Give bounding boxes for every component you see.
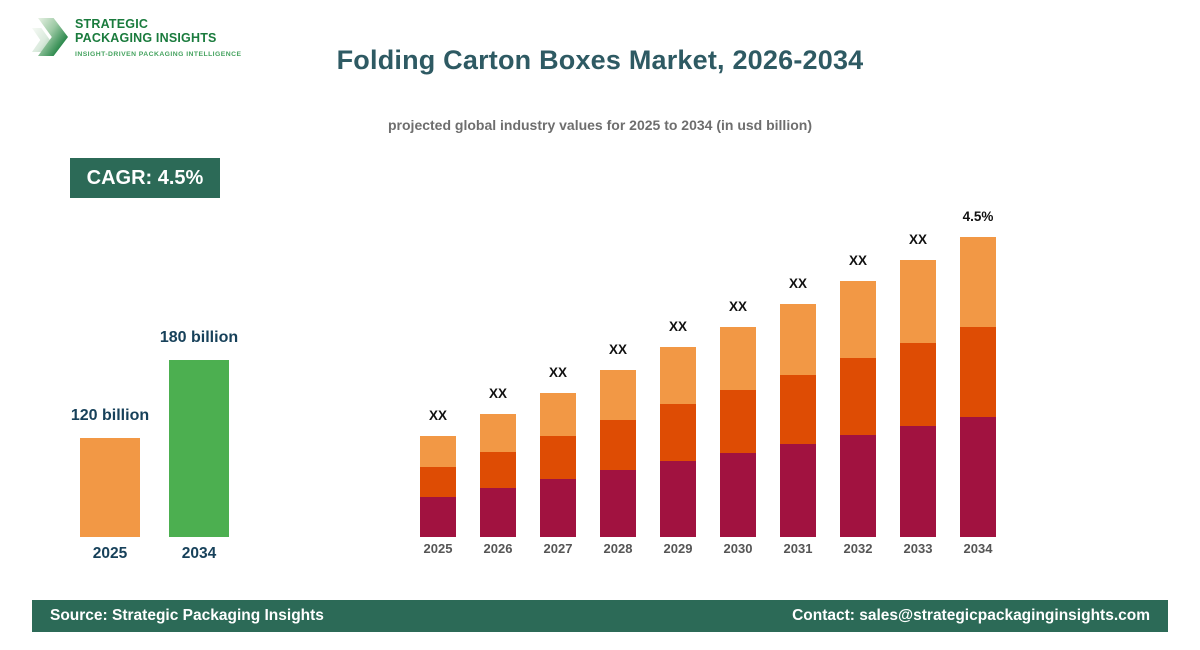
bar-value-label: 4.5%	[962, 209, 994, 224]
bar-value-label: XX	[548, 365, 568, 380]
cagr-badge: CAGR: 4.5%	[70, 158, 220, 198]
bottom-segment	[840, 435, 876, 537]
bottom-segment	[960, 417, 996, 537]
bottom-segment	[480, 488, 516, 537]
summary-value-label: 120 billion	[70, 407, 150, 424]
bottom-segment	[420, 497, 456, 537]
bottom-segment	[540, 479, 576, 537]
top-segment	[840, 281, 876, 358]
stacked-bar-2029	[660, 347, 696, 537]
brand-logo: STRATEGIC PACKAGING INSIGHTS INSIGHT-DRI…	[32, 17, 242, 58]
logo-tagline: INSIGHT-DRIVEN PACKAGING INTELLIGENCE	[75, 51, 242, 58]
stacked-bar-2030	[720, 327, 756, 537]
stacked-bar-2031	[780, 304, 816, 537]
x-axis-label: 2032	[843, 541, 873, 556]
summary-bar-2034	[169, 360, 229, 537]
x-axis-label: 2030	[723, 541, 753, 556]
top-segment	[900, 260, 936, 343]
top-segment	[540, 393, 576, 436]
top-segment	[480, 414, 516, 452]
bar-value-label: XX	[788, 276, 808, 291]
bar-value-label: XX	[848, 253, 868, 268]
stacked-bar-2033	[900, 260, 936, 537]
x-axis-label: 2025	[423, 541, 453, 556]
x-axis-label: 2027	[543, 541, 573, 556]
top-segment	[780, 304, 816, 375]
bar-value-label: XX	[428, 408, 448, 423]
source-text: Source: Strategic Packaging Insights	[50, 607, 324, 624]
top-segment	[660, 347, 696, 404]
summary-axis-label: 2025	[92, 545, 128, 562]
x-axis-label: 2029	[663, 541, 693, 556]
stacked-bar-2027	[540, 393, 576, 537]
middle-segment	[720, 390, 756, 453]
bar-value-label: XX	[608, 342, 628, 357]
bar-value-label: XX	[728, 299, 748, 314]
x-axis-label: 2031	[783, 541, 813, 556]
bar-value-label: XX	[488, 386, 508, 401]
top-segment	[420, 436, 456, 467]
logo-chevron-icon	[32, 18, 68, 56]
page-title: Folding Carton Boxes Market, 2026-2034	[336, 45, 864, 75]
bottom-segment	[900, 426, 936, 537]
top-segment	[600, 370, 636, 420]
summary-axis-label: 2034	[181, 545, 217, 562]
x-axis-label: 2026	[483, 541, 513, 556]
stacked-bar-2034	[960, 237, 996, 537]
middle-segment	[960, 327, 996, 417]
logo-name-line1: STRATEGIC	[75, 17, 149, 31]
middle-segment	[600, 420, 636, 470]
middle-segment	[540, 436, 576, 479]
top-segment	[960, 237, 996, 327]
bottom-segment	[720, 453, 756, 537]
stacked-bar-2026	[480, 414, 516, 537]
stacked-bar-2025	[420, 436, 456, 537]
x-axis-label: 2033	[903, 541, 933, 556]
logo-name-line2: PACKAGING INSIGHTS	[75, 30, 217, 45]
bottom-segment	[780, 444, 816, 537]
logo-text: STRATEGIC PACKAGING INSIGHTS INSIGHT-DRI…	[75, 17, 242, 58]
summary-bar-2025	[80, 438, 140, 537]
middle-segment	[660, 404, 696, 461]
stacked-bar-2028	[600, 370, 636, 537]
middle-segment	[420, 467, 456, 497]
page-subtitle: projected global industry values for 202…	[388, 117, 812, 133]
stacked-bar-2032	[840, 281, 876, 537]
bar-value-label: XX	[908, 232, 928, 247]
bottom-segment	[660, 461, 696, 537]
middle-segment	[480, 452, 516, 488]
bar-value-label: XX	[668, 319, 688, 334]
footer-bar: Source: Strategic Packaging Insights Con…	[32, 600, 1168, 632]
middle-segment	[840, 358, 876, 435]
x-axis-label: 2034	[963, 541, 993, 556]
middle-segment	[780, 375, 816, 444]
x-axis-label: 2028	[603, 541, 633, 556]
summary-value-label: 180 billion	[159, 329, 239, 346]
top-segment	[720, 327, 756, 390]
bottom-segment	[600, 470, 636, 537]
contact-text: Contact: sales@strategicpackaginginsight…	[792, 607, 1150, 624]
middle-segment	[900, 343, 936, 426]
